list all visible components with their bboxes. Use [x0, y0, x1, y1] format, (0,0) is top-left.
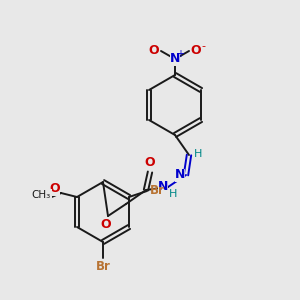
Text: N: N — [170, 52, 180, 65]
Text: +: + — [176, 49, 184, 59]
Text: Br: Br — [96, 260, 110, 272]
Text: -: - — [201, 41, 205, 51]
Text: methoxy: methoxy — [39, 198, 45, 199]
Text: H: H — [169, 189, 177, 199]
Text: Br: Br — [149, 184, 164, 197]
Text: O: O — [101, 218, 111, 230]
Text: O: O — [50, 182, 60, 196]
Text: CH₃: CH₃ — [32, 190, 51, 200]
Text: O: O — [149, 44, 159, 56]
Text: N: N — [158, 181, 168, 194]
Text: H: H — [194, 149, 202, 159]
Text: O: O — [145, 157, 155, 169]
Text: N: N — [175, 169, 185, 182]
Text: O: O — [191, 44, 201, 56]
